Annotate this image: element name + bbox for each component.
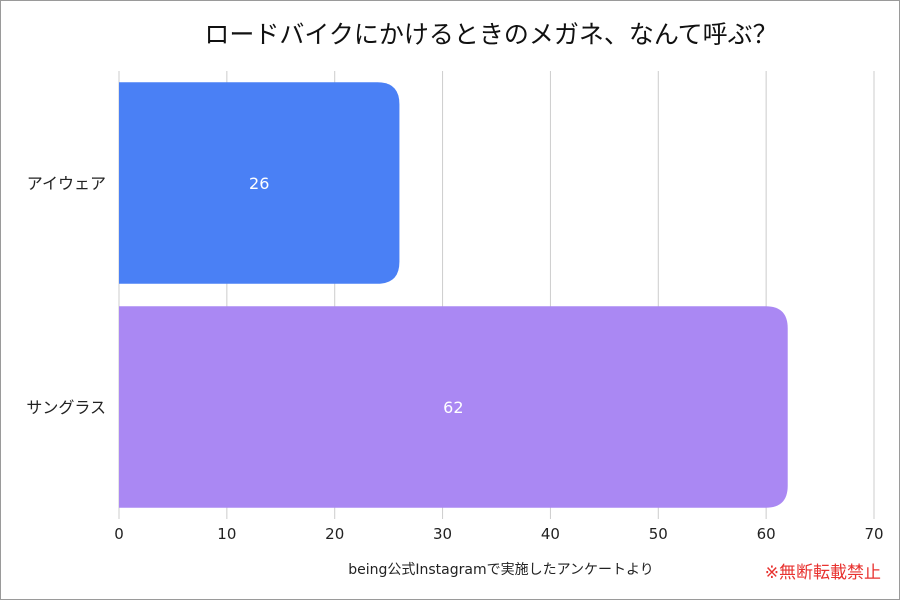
bars: 26 62 <box>119 82 788 508</box>
copyright-notice: ※無断転載禁止 <box>764 563 881 583</box>
x-tick-label-50: 50 <box>649 525 668 543</box>
bar-value-label-1: 26 <box>249 174 269 193</box>
bar-1 <box>119 82 400 284</box>
x-tick-label-0: 0 <box>114 525 124 543</box>
x-tick-label-70: 70 <box>864 525 883 543</box>
category-label-1: アイウェア <box>27 174 106 193</box>
bar-value-label-2: 62 <box>443 398 463 417</box>
bar-2 <box>119 306 788 508</box>
x-tick-label-60: 60 <box>757 525 776 543</box>
chart-title: ロードバイクにかけるときのメガネ、なんて呼ぶ？ <box>204 20 778 49</box>
category-label-2: サングラス <box>26 398 106 417</box>
source-note: being公式Instagramで実施したアンケートより <box>348 562 654 578</box>
x-tick-label-30: 30 <box>433 525 452 543</box>
x-tick-label-10: 10 <box>217 525 236 543</box>
x-tick-labels: 0 10 20 30 40 50 60 70 <box>114 525 883 543</box>
x-tick-label-20: 20 <box>325 525 344 543</box>
x-tick-label-40: 40 <box>541 525 560 543</box>
